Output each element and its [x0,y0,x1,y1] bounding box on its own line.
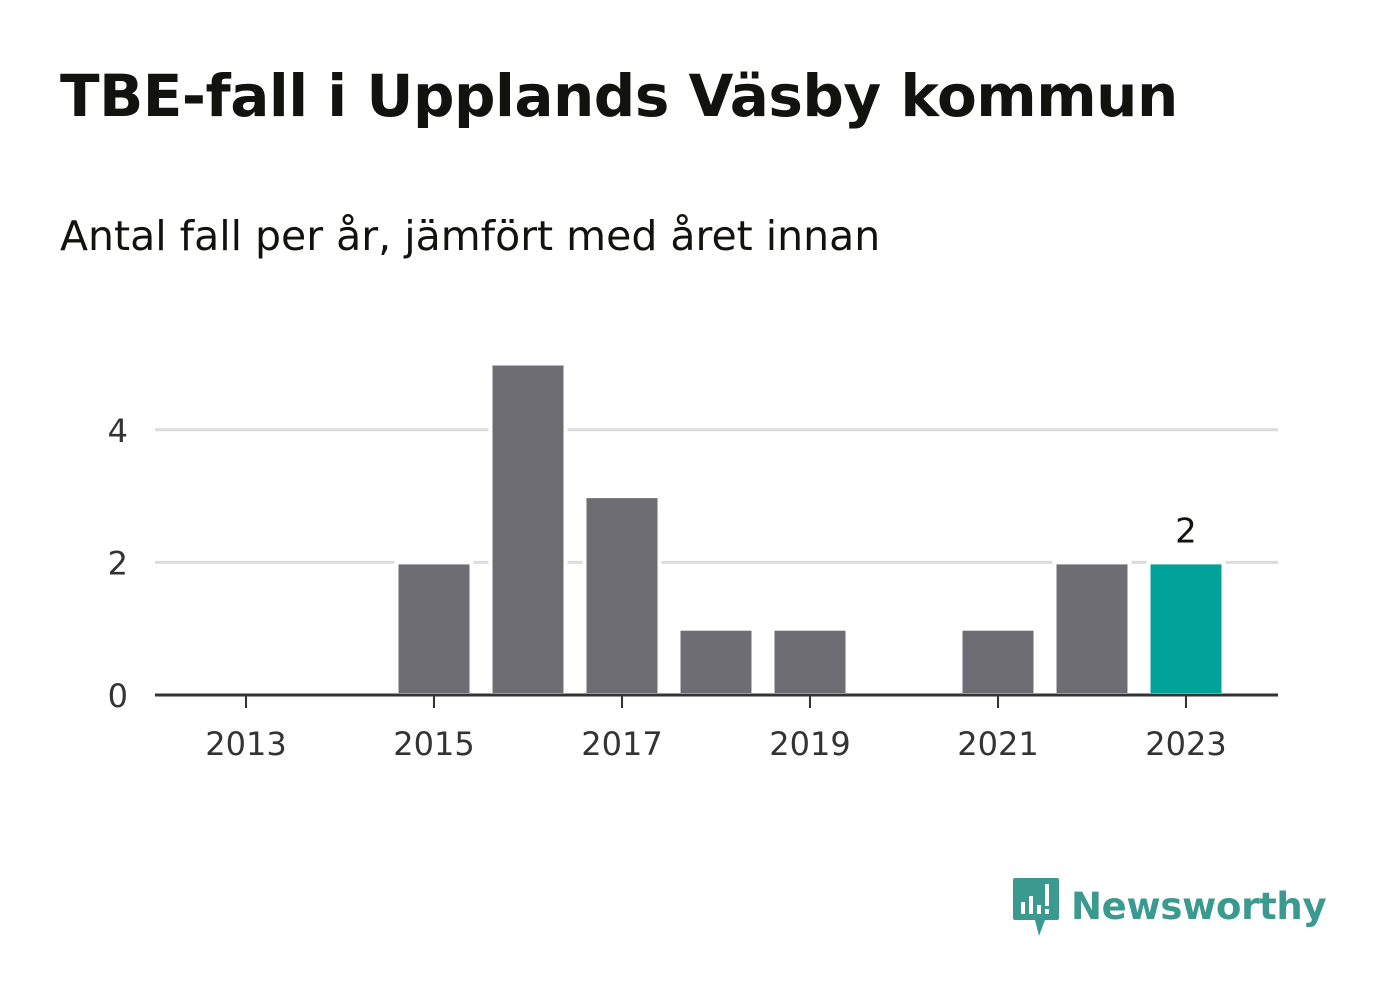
bar [582,494,662,697]
bar [770,626,850,698]
x-tick-label: 2021 [957,725,1038,763]
x-tick-label: 2015 [393,725,474,763]
grid-lines [155,428,1278,564]
brand-name: Newsworthy [1071,884,1327,928]
x-tick-label: 2023 [1145,725,1226,763]
newsworthy-logo: Newsworthy [1011,876,1327,936]
y-tick-label: 0 [108,677,128,715]
y-tick-label: 4 [108,412,128,450]
axes [155,693,1278,708]
x-tick-label: 2017 [581,725,662,763]
bar [1146,560,1226,698]
labels: 0 2 4 2013 2015 2017 2019 2021 2023 2 [108,412,1227,763]
y-tick-label: 2 [108,544,128,582]
bars [394,361,1226,698]
chart-title: TBE-fall i Upplands Väsby kommun [60,62,1178,130]
bar [1052,560,1132,698]
x-tick-label: 2019 [769,725,850,763]
bar [394,560,474,698]
chart-subtitle: Antal fall per år, jämfört med året inna… [60,212,881,260]
bar-chart-speech-bubble-icon [1013,878,1059,936]
highlight-data-label: 2 [1175,511,1197,551]
bar [676,626,756,698]
x-tick-label: 2013 [205,725,286,763]
bar [488,361,568,697]
bar [958,626,1038,698]
